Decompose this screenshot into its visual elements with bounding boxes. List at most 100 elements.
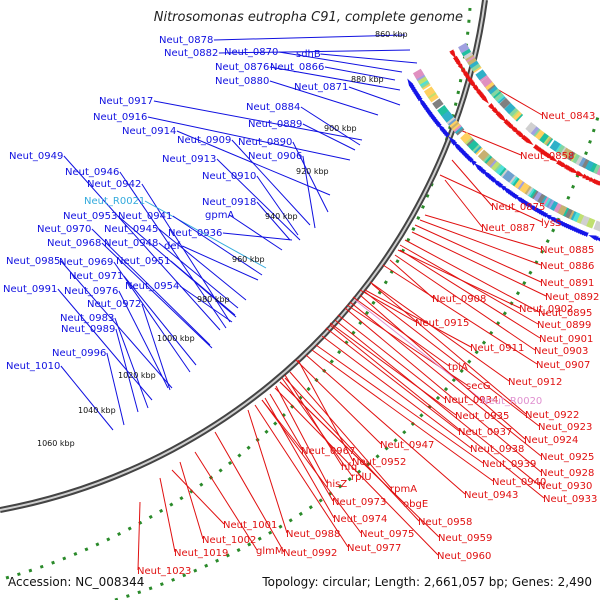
gene-label[interactable]: Neut_0976 bbox=[64, 286, 118, 297]
gene-label[interactable]: Neut_0895 bbox=[538, 308, 592, 319]
gene-label[interactable]: Neut_0903 bbox=[534, 346, 588, 357]
gene-label[interactable]: Neut_0917 bbox=[99, 96, 153, 107]
gene-label[interactable]: Neut_0906 bbox=[248, 151, 302, 162]
gene-label[interactable]: Neut_0968 bbox=[47, 238, 101, 249]
gene-label[interactable]: Neut_0875 bbox=[491, 202, 545, 213]
gene-label[interactable]: Neut_0924 bbox=[524, 435, 578, 446]
gene-label[interactable]: Neut_0972 bbox=[87, 299, 141, 310]
gene-label[interactable]: Neut_0866 bbox=[270, 62, 324, 73]
gene-label[interactable]: Neut_0974 bbox=[333, 514, 387, 525]
gene-label[interactable]: Neut_0930 bbox=[538, 481, 592, 492]
gene-label[interactable]: Neut_0910 bbox=[202, 171, 256, 182]
gene-label[interactable]: hfq bbox=[341, 462, 357, 473]
gene-label[interactable]: Neut_0942 bbox=[87, 179, 141, 190]
gene-label[interactable]: Neut_0908 bbox=[432, 294, 486, 305]
gene-label[interactable]: Neut_0901 bbox=[539, 334, 593, 345]
gene-label[interactable]: Neut_0970 bbox=[37, 224, 91, 235]
gene-label[interactable]: Neut_0943 bbox=[464, 490, 518, 501]
gene-label[interactable]: Neut_0940 bbox=[492, 477, 546, 488]
gene-label[interactable]: Neut_0967 bbox=[301, 446, 355, 457]
gene-label[interactable]: Neut_0887 bbox=[481, 223, 535, 234]
gene-label[interactable]: rplU bbox=[351, 472, 372, 483]
gene-label[interactable]: tpiA bbox=[448, 362, 468, 373]
gene-label[interactable]: Neut_0952 bbox=[352, 457, 406, 468]
gene-label[interactable]: Neut_0949 bbox=[9, 151, 63, 162]
gene-label[interactable]: lysS bbox=[541, 218, 561, 229]
gene-label[interactable]: Neut_0914 bbox=[122, 126, 176, 137]
gene-label[interactable]: Neut_0947 bbox=[380, 440, 434, 451]
gene-label[interactable]: Neut_1023 bbox=[137, 566, 191, 577]
gene-label[interactable]: Neut_R0021 bbox=[84, 196, 145, 207]
gene-label[interactable]: Neut_0959 bbox=[438, 533, 492, 544]
gene-label[interactable]: Neut_0907 bbox=[536, 360, 590, 371]
gene-label[interactable]: Neut_0939 bbox=[482, 459, 536, 470]
gene-label[interactable]: def bbox=[164, 241, 181, 252]
gene-label[interactable]: Neut_0977 bbox=[347, 543, 401, 554]
gene-label[interactable]: Neut_1002 bbox=[202, 535, 256, 546]
gene-label[interactable]: Neut_1010 bbox=[6, 361, 60, 372]
gene-label[interactable]: Neut_0953 bbox=[63, 211, 117, 222]
gene-label[interactable]: Neut_1019 bbox=[174, 548, 228, 559]
gene-label[interactable]: Neut_0922 bbox=[525, 410, 579, 421]
gene-label[interactable]: Neut_0975 bbox=[360, 529, 414, 540]
gene-label[interactable]: Neut_0870 bbox=[224, 47, 278, 58]
gene-label[interactable]: Neut_0948 bbox=[104, 238, 158, 249]
gene-label[interactable]: hisZ bbox=[326, 479, 347, 490]
gene-label[interactable]: Neut_0902 bbox=[519, 304, 573, 315]
gene-label[interactable]: Neut_0925 bbox=[540, 452, 594, 463]
gene-label[interactable]: Neut_0973 bbox=[332, 497, 386, 508]
gene-label[interactable]: Neut_0885 bbox=[540, 245, 594, 256]
gene-label[interactable]: Neut_0946 bbox=[65, 167, 119, 178]
gene-label[interactable]: Neut_0913 bbox=[162, 154, 216, 165]
gene-label[interactable]: Neut_0912 bbox=[508, 377, 562, 388]
gene-label[interactable]: gpmA bbox=[205, 210, 234, 221]
gene-label[interactable]: Neut_0969 bbox=[59, 257, 113, 268]
gene-label[interactable]: Neut_0989 bbox=[61, 324, 115, 335]
gene-label[interactable]: Neut_0960 bbox=[437, 551, 491, 562]
gene-label[interactable]: Neut_0941 bbox=[118, 211, 172, 222]
gene-label[interactable]: Neut_0935 bbox=[455, 411, 509, 422]
gene-label[interactable]: Neut_0876 bbox=[215, 62, 269, 73]
gene-label[interactable]: Neut_0899 bbox=[537, 320, 591, 331]
gene-label[interactable]: sdhB bbox=[296, 49, 321, 60]
gene-label[interactable]: Neut_0880 bbox=[215, 76, 269, 87]
gene-label[interactable]: Neut_0958 bbox=[418, 517, 472, 528]
gene-label[interactable]: Neut_0937 bbox=[458, 427, 512, 438]
gene-label[interactable]: Neut_R0020 bbox=[481, 396, 542, 407]
gene-label[interactable]: Neut_0992 bbox=[283, 548, 337, 559]
gene-label[interactable]: Neut_0915 bbox=[415, 318, 469, 329]
gene-label[interactable]: Neut_0988 bbox=[286, 529, 340, 540]
gene-label[interactable]: Neut_0843 bbox=[541, 111, 595, 122]
gene-label[interactable]: Neut_0928 bbox=[540, 468, 594, 479]
gene-label[interactable]: Neut_0858 bbox=[520, 151, 574, 162]
gene-label[interactable]: Neut_0891 bbox=[540, 278, 594, 289]
gene-label[interactable]: secG bbox=[466, 381, 491, 392]
gene-label[interactable]: Neut_0951 bbox=[116, 256, 170, 267]
gene-label[interactable]: Neut_0983 bbox=[60, 313, 114, 324]
gene-label[interactable]: Neut_0971 bbox=[69, 271, 123, 282]
gene-label[interactable]: obgE bbox=[403, 499, 428, 510]
gene-label[interactable]: Neut_0882 bbox=[164, 48, 218, 59]
gene-label[interactable]: Neut_0985 bbox=[6, 256, 60, 267]
gene-label[interactable]: Neut_0909 bbox=[177, 135, 231, 146]
gene-label[interactable]: rpmA bbox=[390, 484, 417, 495]
gene-label[interactable]: Neut_0889 bbox=[248, 119, 302, 130]
gene-label[interactable]: Neut_0991 bbox=[3, 284, 57, 295]
gene-label[interactable]: glmM bbox=[256, 546, 284, 557]
gene-label[interactable]: Neut_0886 bbox=[540, 261, 594, 272]
gene-label[interactable]: Neut_0884 bbox=[246, 102, 300, 113]
gene-label[interactable]: Neut_0936 bbox=[168, 228, 222, 239]
gene-label[interactable]: Neut_0916 bbox=[93, 112, 147, 123]
gene-label[interactable]: Neut_0954 bbox=[125, 281, 179, 292]
gene-label[interactable]: Neut_0938 bbox=[470, 444, 524, 455]
gene-label[interactable]: Neut_0892 bbox=[545, 292, 599, 303]
gene-label[interactable]: Neut_0945 bbox=[104, 224, 158, 235]
gene-label[interactable]: Neut_0911 bbox=[470, 343, 524, 354]
gene-label[interactable]: Neut_0890 bbox=[238, 137, 292, 148]
gene-label[interactable]: Neut_0934 bbox=[444, 395, 498, 406]
gene-label[interactable]: Neut_0878 bbox=[159, 35, 213, 46]
gene-label[interactable]: Neut_0918 bbox=[202, 197, 256, 208]
gene-label[interactable]: Neut_0933 bbox=[543, 494, 597, 505]
gene-label[interactable]: Neut_1001 bbox=[223, 520, 277, 531]
gene-label[interactable]: Neut_0871 bbox=[294, 82, 348, 93]
